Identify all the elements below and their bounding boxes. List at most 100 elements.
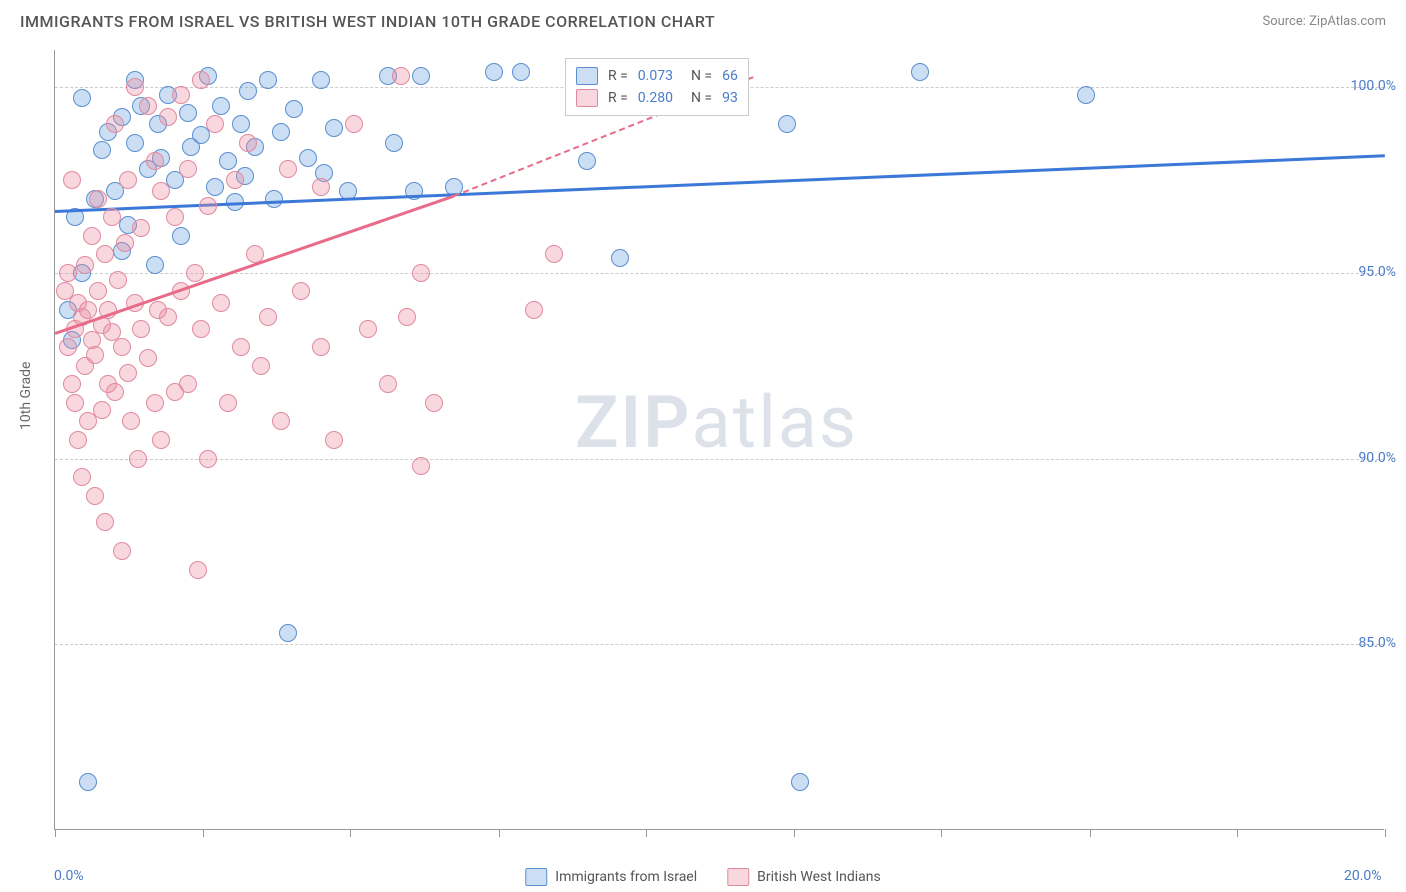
gridline (55, 273, 1384, 274)
scatter-point (132, 320, 150, 338)
scatter-point (412, 264, 430, 282)
legend-n-label: N = (691, 90, 712, 106)
scatter-point (312, 71, 330, 89)
scatter-point (911, 63, 929, 81)
scatter-point (96, 513, 114, 531)
y-tick-label: 100.0% (1351, 78, 1396, 94)
scatter-point (219, 394, 237, 412)
legend-row: R = 0.073N = 66 (576, 65, 738, 87)
scatter-point (139, 97, 157, 115)
scatter-point (272, 123, 290, 141)
scatter-point (113, 542, 131, 560)
scatter-point (392, 67, 410, 85)
legend-series-label: British West Indians (757, 869, 881, 885)
scatter-point (239, 82, 257, 100)
scatter-point (239, 134, 257, 152)
y-tick-label: 90.0% (1358, 450, 1396, 466)
legend-r-value: 0.280 (638, 90, 673, 106)
scatter-point (212, 294, 230, 312)
scatter-point (272, 412, 290, 430)
source-text: Source: ZipAtlas.com (1262, 14, 1386, 29)
scatter-point (425, 394, 443, 412)
scatter-point (299, 149, 317, 167)
scatter-point (146, 394, 164, 412)
scatter-point (578, 152, 596, 170)
y-tick-label: 85.0% (1358, 635, 1396, 651)
scatter-point (232, 115, 250, 133)
scatter-point (179, 160, 197, 178)
x-tick (794, 829, 795, 837)
scatter-point (192, 320, 210, 338)
scatter-point (485, 63, 503, 81)
scatter-point (279, 160, 297, 178)
scatter-point (59, 338, 77, 356)
scatter-point (122, 412, 140, 430)
scatter-point (59, 264, 77, 282)
legend-r-label: R = (608, 68, 628, 84)
legend-swatch (727, 868, 749, 886)
x-tick (55, 829, 56, 837)
scatter-point (152, 182, 170, 200)
scatter-point (139, 349, 157, 367)
scatter-point (312, 178, 330, 196)
watermark: ZIPatlas (575, 380, 858, 465)
scatter-point (512, 63, 530, 81)
scatter-point (379, 375, 397, 393)
scatter-point (525, 301, 543, 319)
scatter-point (226, 171, 244, 189)
scatter-point (116, 234, 134, 252)
chart-title: IMMIGRANTS FROM ISRAEL VS BRITISH WEST I… (20, 12, 715, 31)
scatter-point (192, 71, 210, 89)
scatter-point (63, 171, 81, 189)
scatter-point (186, 264, 204, 282)
x-tick-label: 0.0% (54, 868, 84, 884)
legend-swatch (576, 67, 598, 85)
scatter-point (86, 346, 104, 364)
legend-swatch (576, 89, 598, 107)
scatter-point (66, 394, 84, 412)
x-tick (1385, 829, 1386, 837)
scatter-point (611, 249, 629, 267)
scatter-point (385, 134, 403, 152)
scatter-point (119, 364, 137, 382)
scatter-point (73, 468, 91, 486)
scatter-point (206, 115, 224, 133)
source-name: ZipAtlas.com (1309, 14, 1386, 29)
scatter-point (279, 624, 297, 642)
scatter-point (79, 301, 97, 319)
y-axis-label: 10th Grade (18, 362, 34, 430)
scatter-point (325, 119, 343, 137)
scatter-point (109, 271, 127, 289)
watermark-rest: atlas (691, 380, 858, 465)
source-prefix: Source: (1262, 14, 1309, 29)
scatter-point (232, 338, 250, 356)
gridline (55, 644, 1384, 645)
scatter-point (106, 383, 124, 401)
legend-n-label: N = (691, 68, 712, 84)
scatter-point (189, 561, 207, 579)
scatter-point (285, 100, 303, 118)
legend-r-label: R = (608, 90, 628, 106)
watermark-bold: ZIP (575, 380, 691, 465)
scatter-point (1077, 86, 1095, 104)
legend-n-value: 66 (722, 68, 738, 84)
scatter-point (159, 108, 177, 126)
scatter-point (79, 773, 97, 791)
scatter-point (152, 431, 170, 449)
legend-stats: R = 0.073N = 66R = 0.280N = 93 (565, 58, 749, 116)
scatter-point (89, 282, 107, 300)
scatter-point (76, 256, 94, 274)
scatter-point (199, 450, 217, 468)
scatter-point (172, 86, 190, 104)
scatter-point (265, 190, 283, 208)
gridline (55, 459, 1384, 460)
scatter-point (778, 115, 796, 133)
scatter-point (252, 357, 270, 375)
x-tick (1090, 829, 1091, 837)
scatter-point (219, 152, 237, 170)
x-tick (941, 829, 942, 837)
scatter-point (126, 78, 144, 96)
scatter-point (179, 375, 197, 393)
scatter-point (86, 487, 104, 505)
scatter-point (89, 190, 107, 208)
